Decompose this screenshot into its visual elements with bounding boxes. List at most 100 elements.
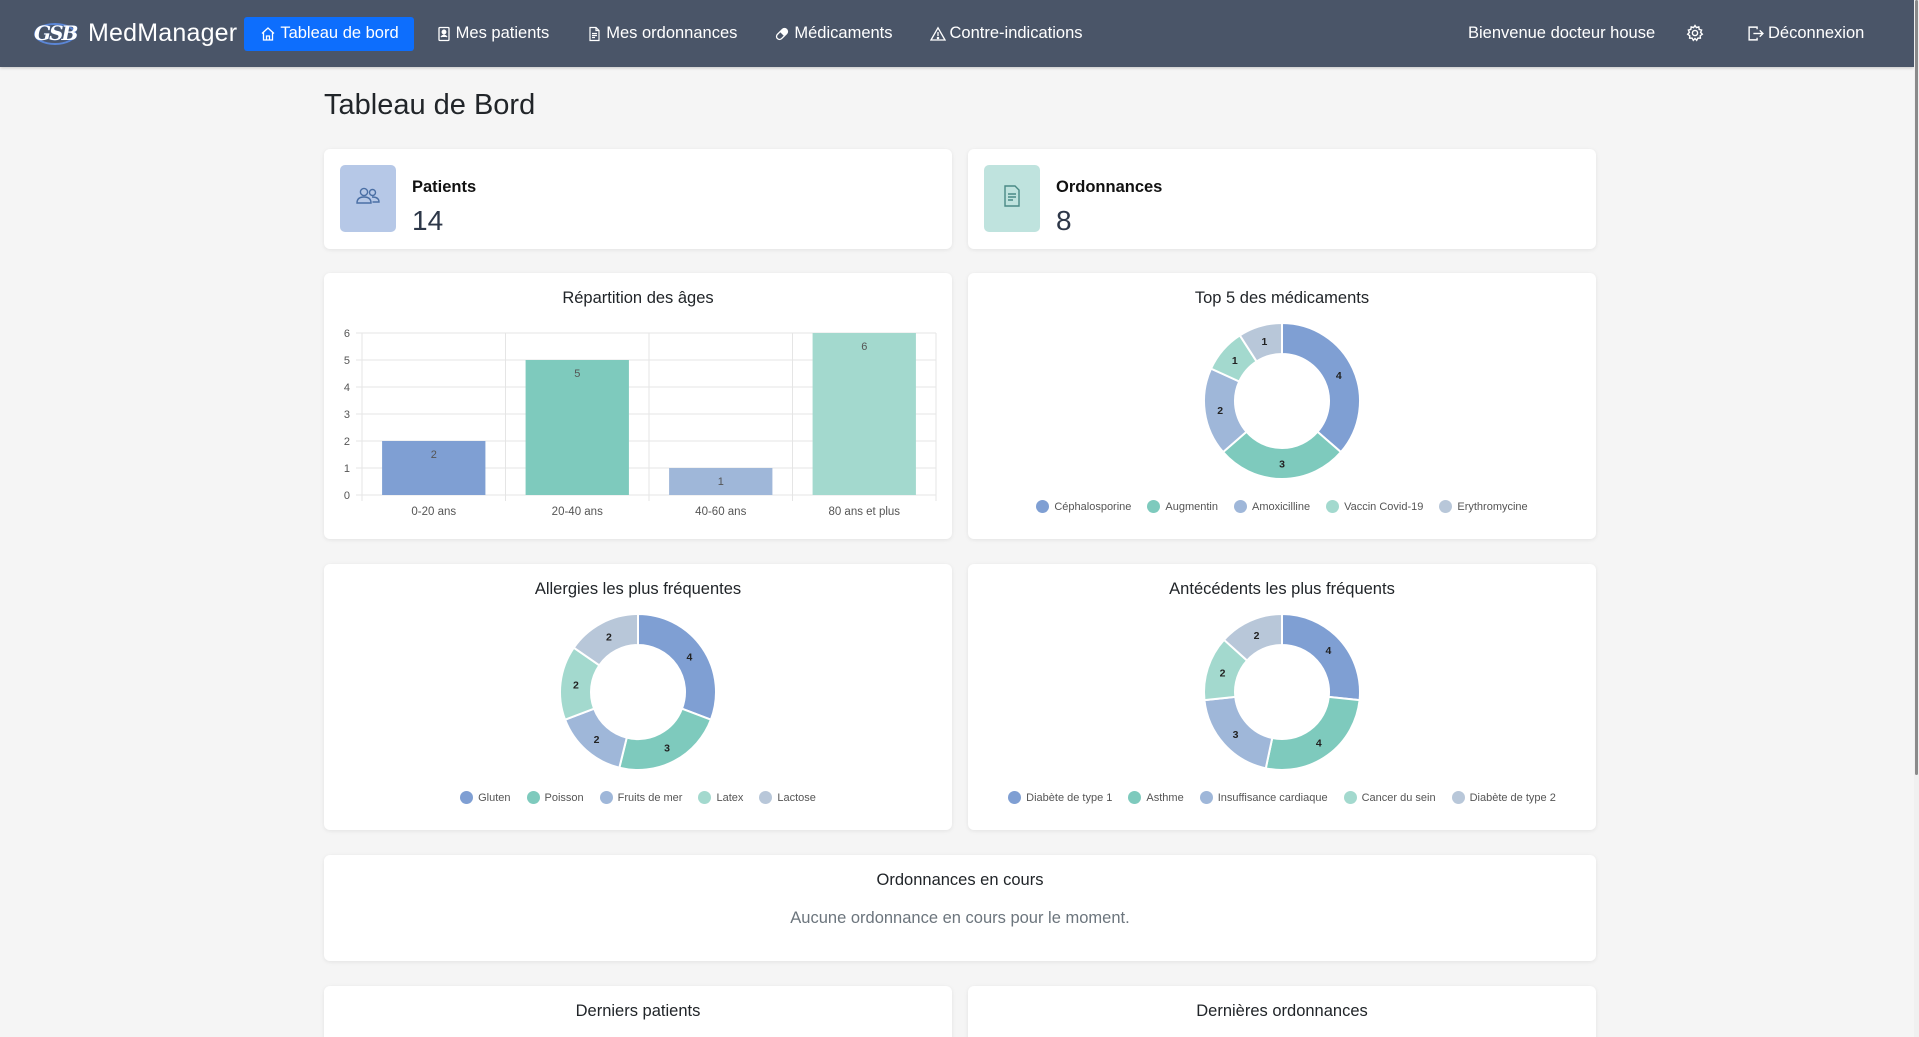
nav-item-label: Tableau de bord bbox=[280, 24, 399, 42]
slice-value-label: 2 bbox=[1220, 668, 1226, 680]
y-tick-label: 2 bbox=[344, 436, 350, 448]
legend-item[interactable]: Lactose bbox=[759, 791, 816, 804]
stat-card-prescriptions: Ordonnances 8 bbox=[968, 149, 1596, 249]
pill-icon bbox=[774, 26, 790, 42]
nav-item-medications[interactable]: Médicaments bbox=[758, 17, 907, 51]
top-navbar: GSB MedManager Tableau de bord Mes patie… bbox=[0, 0, 1914, 67]
donut-slice bbox=[1281, 612, 1361, 702]
scrollbar[interactable] bbox=[1914, 0, 1919, 1037]
legend-item[interactable]: Amoxicilline bbox=[1234, 500, 1310, 513]
legend-item[interactable]: Gluten bbox=[460, 791, 511, 804]
slice-value-label: 1 bbox=[1261, 336, 1267, 348]
legend-swatch bbox=[460, 791, 474, 804]
nav-item-dashboard[interactable]: Tableau de bord bbox=[244, 16, 414, 51]
slice-value-label: 3 bbox=[664, 742, 670, 754]
bar bbox=[382, 441, 486, 495]
brand[interactable]: GSB MedManager bbox=[34, 19, 237, 48]
slice-value-label: 4 bbox=[1326, 645, 1332, 657]
legend-item[interactable]: Insuffisance cardiaque bbox=[1199, 791, 1328, 804]
slice-value-label: 3 bbox=[1233, 729, 1239, 741]
legend-swatch bbox=[1147, 500, 1161, 513]
patient-file-icon bbox=[436, 26, 452, 42]
card-title: Dernières ordonnances bbox=[1196, 1002, 1368, 1020]
legend-swatch bbox=[1451, 791, 1465, 804]
nav-item-prescriptions[interactable]: Mes ordonnances bbox=[570, 17, 752, 51]
current-prescriptions-card: Ordonnances en cours Aucune ordonnance e… bbox=[324, 855, 1596, 961]
legend-swatch bbox=[759, 791, 773, 804]
y-tick-label: 0 bbox=[344, 490, 350, 502]
legend-label: Asthme bbox=[1146, 791, 1184, 804]
legend-label: Diabète de type 1 bbox=[1026, 791, 1113, 804]
legend-label: Poisson bbox=[544, 791, 584, 804]
slice-value-label: 2 bbox=[606, 632, 612, 644]
legend-item[interactable]: Diabète de type 1 bbox=[1008, 791, 1112, 804]
stat-label: Patients bbox=[412, 178, 477, 196]
scrollbar-thumb[interactable] bbox=[1915, 0, 1918, 775]
bar-value-label: 2 bbox=[431, 449, 437, 461]
donut-slice bbox=[572, 612, 639, 667]
legend-item[interactable]: Vaccin Covid-19 bbox=[1326, 500, 1423, 513]
slice-value-label: 4 bbox=[1316, 738, 1322, 750]
donut-slice bbox=[1222, 612, 1283, 662]
legend-swatch bbox=[526, 791, 540, 804]
slice-value-label: 2 bbox=[594, 734, 600, 746]
card-title: Derniers patients bbox=[575, 1002, 701, 1020]
legend-label: Gluten bbox=[478, 791, 511, 804]
bar bbox=[812, 333, 916, 495]
nav-item-label: Mes ordonnances bbox=[606, 24, 738, 42]
nav-item-patients[interactable]: Mes patients bbox=[420, 17, 565, 51]
users-icon bbox=[355, 185, 381, 212]
y-tick-label: 3 bbox=[344, 409, 350, 421]
legend-swatch bbox=[1128, 791, 1142, 804]
legend-item[interactable]: Diabète de type 2 bbox=[1451, 791, 1556, 804]
legend-label: Amoxicilline bbox=[1252, 500, 1311, 513]
nav-item-contraindications[interactable]: Contre-indications bbox=[914, 17, 1098, 51]
donut-chart-medications: 4 3 2 1 1 bbox=[1203, 321, 1361, 480]
legend-label: Fruits de mer bbox=[617, 791, 683, 804]
legend-swatch bbox=[1326, 500, 1340, 513]
page-title: Tableau de Bord bbox=[324, 89, 536, 121]
chart-card-allergies: Allergies les plus fréquentes 4 3 2 2 2 Glut… bbox=[324, 564, 952, 830]
legend-item[interactable]: Augmentin bbox=[1147, 500, 1218, 513]
nav-item-label: Contre-indications bbox=[949, 24, 1083, 42]
gear-icon[interactable] bbox=[1685, 23, 1705, 43]
legend-label: Diabète de type 2 bbox=[1469, 791, 1556, 804]
x-tick-label: 40-60 ans bbox=[695, 506, 746, 518]
donut-slice bbox=[1281, 321, 1361, 454]
legend-item[interactable]: Erythromycine bbox=[1439, 500, 1528, 513]
x-tick-label: 0-20 ans bbox=[411, 506, 456, 518]
legend-label: Céphalosporine bbox=[1054, 500, 1132, 513]
legend-item[interactable]: Asthme bbox=[1128, 791, 1184, 804]
logo-swoosh bbox=[34, 22, 76, 45]
y-tick-label: 1 bbox=[344, 463, 350, 475]
legend-item[interactable]: Fruits de mer bbox=[599, 791, 683, 804]
y-tick-label: 5 bbox=[344, 355, 350, 367]
recent-prescriptions-card: Dernières ordonnances bbox=[968, 986, 1596, 1037]
chart-legend: Diabète de type 1 Asthme Insuffisance card… bbox=[968, 791, 1596, 804]
chart-legend: Céphalosporine Augmentin Amoxicilline Vacci… bbox=[968, 500, 1596, 513]
nav-links: Tableau de bord Mes patients Mes ordonna… bbox=[244, 16, 1103, 51]
legend-item[interactable]: Poisson bbox=[526, 791, 584, 804]
legend-swatch bbox=[1234, 500, 1247, 513]
donut-slice bbox=[618, 707, 713, 771]
stat-icon-box bbox=[984, 165, 1040, 232]
legend-item[interactable]: Latex bbox=[698, 791, 743, 804]
stat-value: 8 bbox=[1056, 205, 1072, 236]
legend-swatch bbox=[599, 791, 613, 804]
welcome-text: Bienvenue docteur house bbox=[1468, 24, 1656, 42]
bar-value-label: 6 bbox=[861, 341, 867, 353]
chart-title: Antécédents les plus fréquents bbox=[1169, 580, 1395, 598]
legend-item[interactable]: Céphalosporine bbox=[1036, 500, 1131, 513]
logout-button[interactable]: Déconnexion bbox=[1747, 24, 1864, 43]
legend-item[interactable]: Cancer du sein bbox=[1343, 791, 1436, 804]
gsb-logo: GSB bbox=[34, 21, 78, 47]
app-name[interactable]: MedManager bbox=[88, 19, 238, 47]
legend-label: Augmentin bbox=[1165, 500, 1218, 513]
legend-swatch bbox=[1036, 500, 1050, 513]
donut-slice bbox=[1238, 321, 1283, 363]
x-tick-label: 80 ans et plus bbox=[828, 506, 900, 518]
stat-value: 14 bbox=[412, 205, 444, 236]
slice-value-label: 2 bbox=[1254, 630, 1260, 642]
recent-patients-card: Derniers patients bbox=[324, 986, 952, 1037]
chart-legend: Gluten Poisson Fruits de mer Latex Lactose bbox=[324, 791, 952, 804]
